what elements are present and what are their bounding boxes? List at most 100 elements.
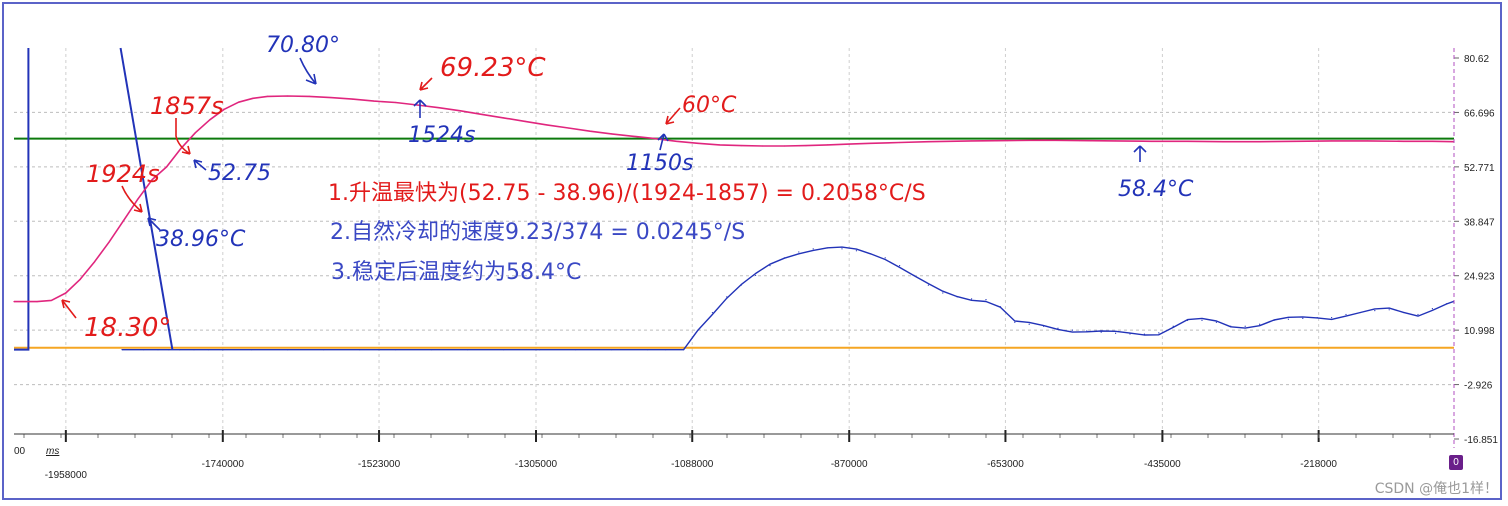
x-unit-label: ms [46,446,59,457]
data-point [927,141,930,143]
data-point [971,298,973,300]
data-point [855,250,858,252]
data-point [209,119,211,121]
data-point [575,349,577,351]
data-point [755,274,757,277]
data-point [1302,317,1304,320]
data-point [740,145,742,147]
data-point [848,143,850,145]
data-point [697,329,699,331]
watermark: CSDN @俺也1样！ [1374,481,1498,497]
data-point [1230,325,1232,327]
data-point [323,349,325,351]
x-tick-label: -435000 [1144,459,1181,470]
data-point [1374,309,1376,312]
data-point [711,311,714,314]
data-point [1158,332,1160,334]
data-point [1273,319,1275,321]
data-point [1079,139,1081,142]
data-point [665,349,667,351]
arrow-58-4c [1133,145,1147,162]
data-point [1417,313,1419,316]
data-point [251,349,253,351]
data-point [431,349,433,351]
reference-lines [14,137,1454,349]
annotation-18-30: 18.30° [84,313,171,343]
data-point [1295,140,1297,142]
data-point [956,296,958,298]
arrow-peak [299,57,317,85]
arrow-52-75 [193,159,207,171]
data-point [971,140,973,142]
data-point [137,198,139,200]
data-point [467,349,469,351]
series-group [13,47,1455,351]
annotation-52-75: 52.75 [208,161,271,186]
data-point [194,132,197,134]
data-point [1287,318,1289,320]
x-tick-label: -1523000 [358,459,401,470]
data-point [632,135,634,137]
data-point [927,284,930,286]
annotation-1524s: 1524s [408,123,475,148]
blue-descent [119,47,174,350]
data-point [1259,323,1261,325]
data-point [266,95,269,97]
annotation-1150s: 1150s [626,151,693,176]
arrow-1857s [175,118,191,155]
annotation-peak-temp: 70.80° [266,33,340,58]
data-point [783,145,786,147]
arrow-1524s [413,99,427,118]
annotation-58-4c: 58.4°C [1118,177,1194,202]
arrow-18-30 [61,299,77,319]
note-cooling-rate: 2.自然冷却的速度9.23/374 = 0.0245°/S [330,220,745,245]
data-point [222,349,224,351]
data-point [1215,321,1217,323]
data-point [168,349,170,351]
data-point [330,96,332,99]
data-point [395,101,397,104]
data-point [1115,140,1117,142]
y-tick-label: 10.998 [1464,326,1495,337]
data-point [942,292,944,294]
data-point [899,265,901,267]
data-point [611,133,613,135]
data-point [36,300,38,303]
data-point [783,257,786,259]
x-tick-label: -218000 [1300,459,1337,470]
data-point [416,104,418,106]
y-tick-label: 80.62 [1464,54,1489,65]
data-point [122,220,125,222]
data-point [567,127,570,129]
annotation-60c: 60°C [682,93,737,118]
data-point [762,145,764,147]
data-point [1014,321,1016,323]
y-tick-label: 38.847 [1464,217,1495,228]
data-point [805,145,807,147]
data-point [1259,141,1261,143]
arrow-60c [665,107,681,125]
data-point [351,98,353,100]
y-tick-label: -2.926 [1464,381,1493,392]
data-point [287,349,289,351]
marker-badge[interactable]: 0 [1449,455,1463,470]
note-stable-temp: 3.稳定后温度约为58.4°C [331,260,581,285]
x-tick-label: -870000 [831,459,868,470]
data-point [611,349,613,351]
data-point [151,179,153,181]
data-point [524,120,526,123]
data-point [1007,139,1009,142]
data-point [481,113,483,115]
data-point [1431,308,1433,310]
data-point [166,166,168,168]
arrow-1924s [121,185,143,213]
data-point [647,349,649,351]
data-point [870,142,872,144]
data-point [252,97,254,99]
arrow-1150s [657,133,669,151]
y-tick-label: 24.923 [1464,272,1495,283]
y-tick-label: -16.851 [1464,435,1498,446]
data-point [1244,325,1246,327]
blue-left-edge [14,48,30,351]
data-point [1043,139,1045,141]
